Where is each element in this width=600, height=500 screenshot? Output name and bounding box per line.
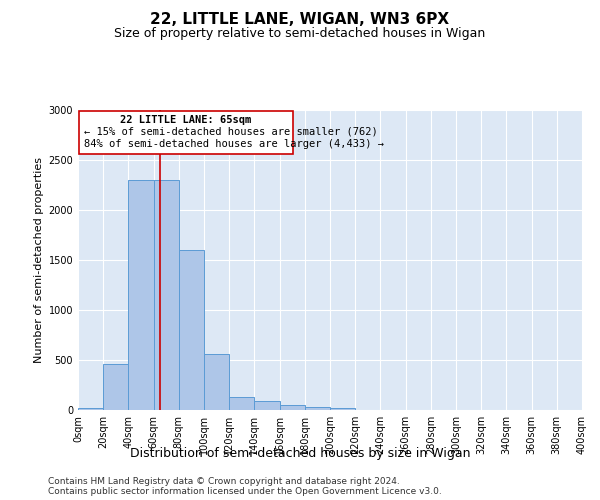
Text: 22, LITTLE LANE, WIGAN, WN3 6PX: 22, LITTLE LANE, WIGAN, WN3 6PX [151,12,449,28]
Bar [204,354,229,410]
Text: 84% of semi-detached houses are larger (4,433) →: 84% of semi-detached houses are larger (… [83,138,383,148]
Bar [154,180,179,410]
Text: Size of property relative to semi-detached houses in Wigan: Size of property relative to semi-detach… [115,28,485,40]
Bar [229,397,254,410]
Bar [128,180,154,410]
Text: Contains public sector information licensed under the Open Government Licence v3: Contains public sector information licen… [48,488,442,496]
Bar [254,401,280,410]
FancyBboxPatch shape [79,111,293,154]
Bar [305,407,330,410]
Text: ← 15% of semi-detached houses are smaller (762): ← 15% of semi-detached houses are smalle… [83,126,377,136]
Bar [103,364,128,410]
Bar [330,408,355,410]
Text: Contains HM Land Registry data © Crown copyright and database right 2024.: Contains HM Land Registry data © Crown c… [48,478,400,486]
Bar [280,404,305,410]
Bar [179,250,204,410]
Y-axis label: Number of semi-detached properties: Number of semi-detached properties [34,157,44,363]
Text: Distribution of semi-detached houses by size in Wigan: Distribution of semi-detached houses by … [130,448,470,460]
Bar [78,408,103,410]
Text: 22 LITTLE LANE: 65sqm: 22 LITTLE LANE: 65sqm [120,114,251,124]
